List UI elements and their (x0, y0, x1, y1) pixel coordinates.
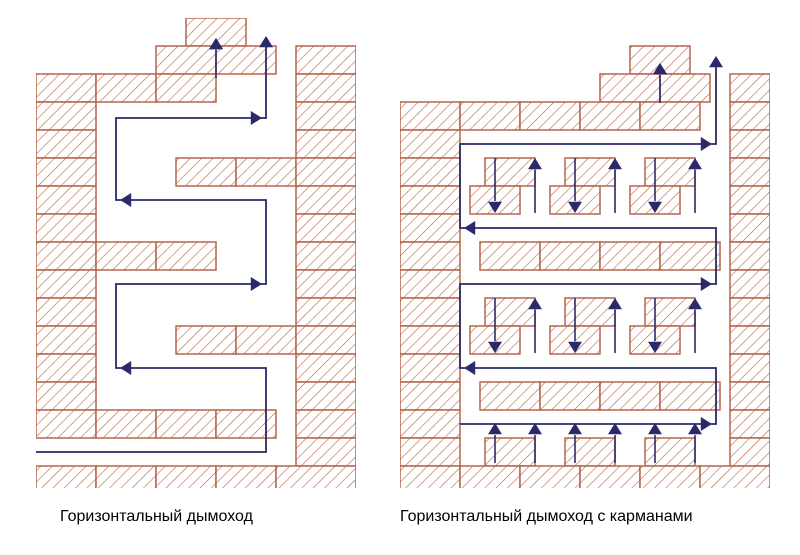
caption-left: Горизонтальный дымоход (60, 508, 253, 526)
chimney-horizontal-pockets-svg (400, 18, 770, 488)
diagram-left (36, 18, 356, 488)
caption-right: Горизонтальный дымоход с карманами (400, 508, 693, 526)
chimney-horizontal-svg (36, 18, 356, 488)
diagram-right (400, 18, 770, 488)
